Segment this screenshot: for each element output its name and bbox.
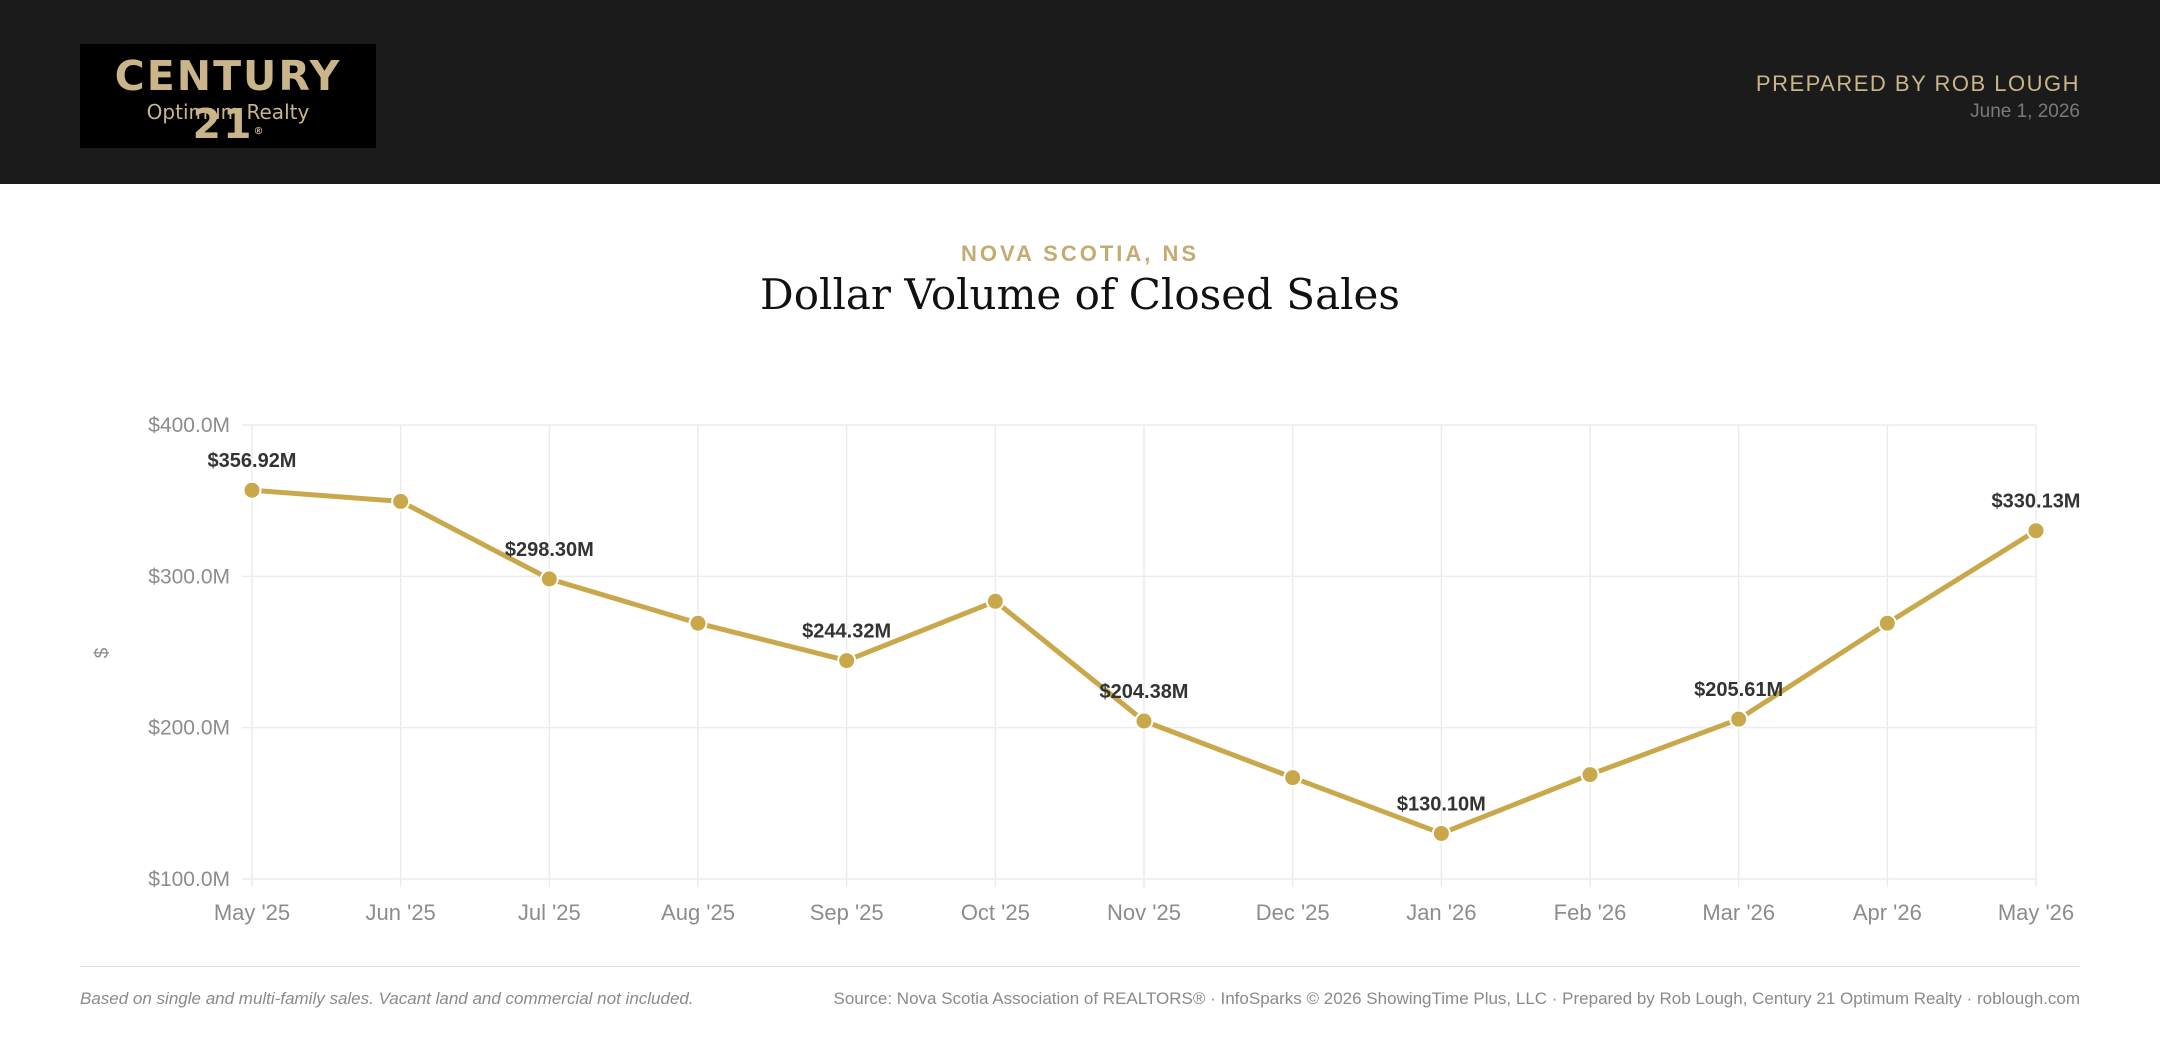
x-tick-label: Mar '26 [1702, 900, 1775, 925]
x-tick-label: May '26 [1998, 900, 2074, 925]
data-point [1283, 768, 1303, 788]
y-tick-label: $100.0M [148, 868, 230, 891]
data-label: $330.13M [1992, 491, 2081, 513]
footnote: Based on single and multi-family sales. … [80, 989, 694, 1008]
source-credit: Source: Nova Scotia Association of REALT… [833, 989, 2081, 1008]
report-date: June 1, 2026 [1970, 101, 2080, 122]
data-point [1877, 613, 1897, 633]
x-tick-label: Feb '26 [1554, 900, 1627, 925]
report-location: NOVA SCOTIA, NS [960, 241, 1200, 266]
x-tick-label: Dec '25 [1256, 900, 1330, 925]
x-tick-label: Jan '26 [1406, 900, 1476, 925]
data-point [985, 591, 1005, 611]
y-axis-label: $ [92, 647, 113, 658]
data-label-layer: $356.92M $298.30M $244.32M $204.38M $130.10M… [208, 450, 2081, 815]
data-label: $204.38M [1100, 681, 1189, 703]
x-tick-label: May '25 [214, 900, 290, 925]
data-point [242, 480, 262, 500]
footer-divider [80, 966, 2080, 967]
data-label: $298.30M [505, 539, 594, 561]
point-layer [242, 480, 2046, 843]
data-label: $356.92M [208, 450, 297, 472]
data-point [1729, 709, 1749, 729]
report-header: CENTURY 21® Optimum Realty PREPARED BY R… [0, 0, 2160, 184]
y-tick-label: $200.0M [148, 717, 230, 740]
data-point [2026, 521, 2046, 541]
data-label: $244.32M [802, 621, 891, 643]
data-point [688, 613, 708, 633]
logo-wordmark: CENTURY 21 [114, 52, 342, 148]
x-tick-label: Oct '25 [961, 900, 1030, 925]
data-point [1580, 765, 1600, 785]
century21-logo: CENTURY 21® Optimum Realty [80, 44, 376, 148]
line-chart: $100.0M $200.0M $300.0M $400.0M May '25 Jun '… [92, 414, 2081, 925]
x-tick-label: Apr '26 [1853, 900, 1922, 925]
logo-registered-mark: ® [253, 126, 264, 137]
data-point [837, 651, 857, 671]
y-tick-label: $300.0M [148, 565, 230, 588]
x-tick-label: Jun '25 [366, 900, 436, 925]
x-tick-label: Nov '25 [1107, 900, 1181, 925]
data-point [1431, 823, 1451, 843]
data-point [1134, 711, 1154, 731]
data-label: $130.10M [1397, 793, 1486, 815]
data-point [539, 569, 559, 589]
data-label: $205.61M [1694, 679, 1783, 701]
grid-layer [242, 424, 2037, 887]
logo-subtitle: Optimum Realty [146, 100, 310, 124]
chart-title: Dollar Volume of Closed Sales [760, 270, 1400, 319]
axis-layer: $100.0M $200.0M $300.0M $400.0M May '25 Jun '… [92, 414, 2074, 925]
data-point [391, 491, 411, 511]
x-tick-label: Jul '25 [518, 900, 581, 925]
prepared-by: PREPARED BY ROB LOUGH [1755, 71, 2080, 96]
y-tick-label: $400.0M [148, 414, 230, 437]
x-tick-label: Sep '25 [810, 900, 884, 925]
x-tick-label: Aug '25 [661, 900, 735, 925]
